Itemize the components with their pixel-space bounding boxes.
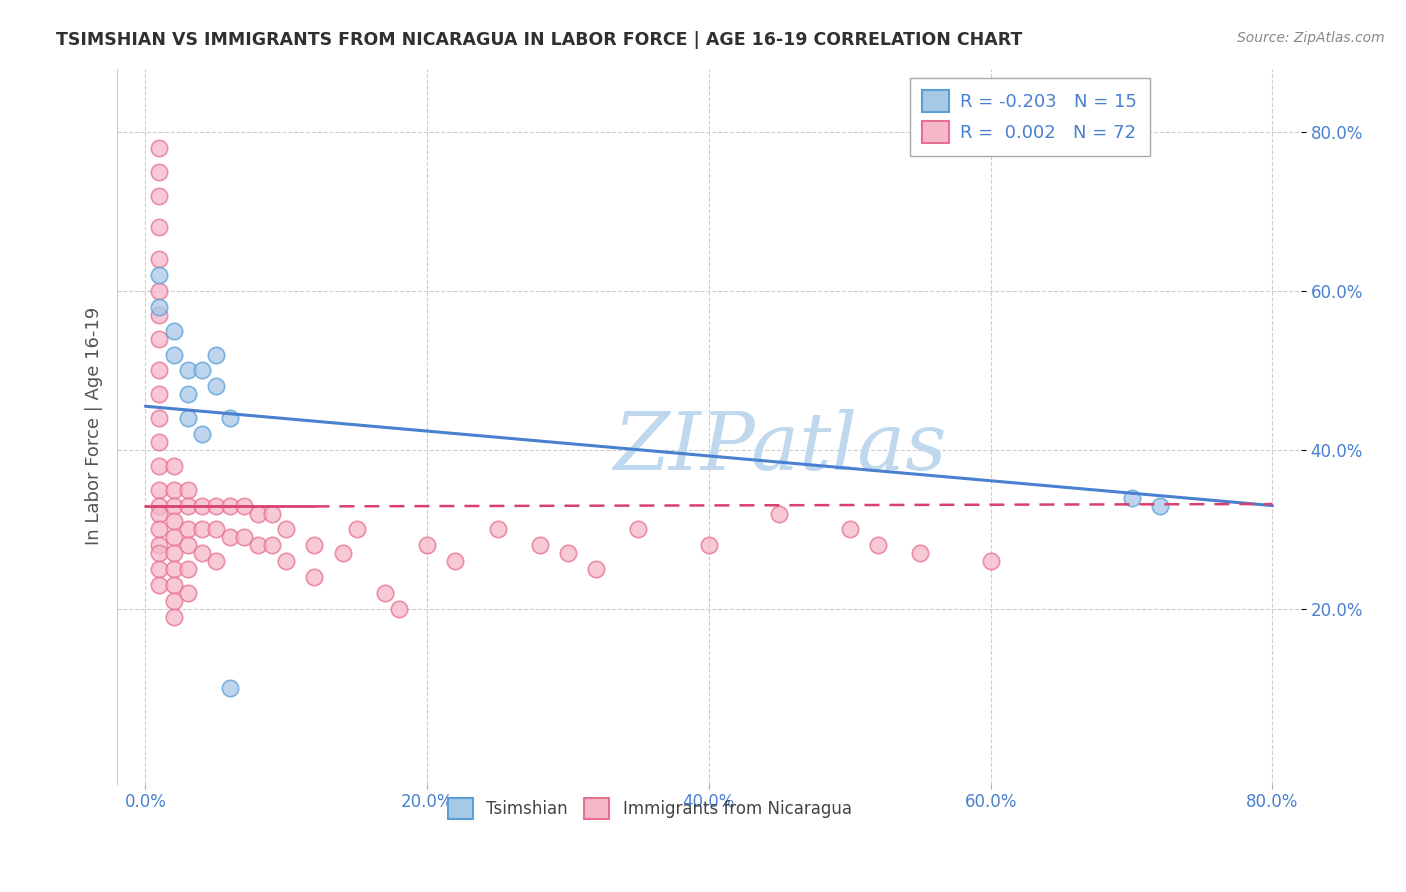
Text: ZIPatlas: ZIPatlas (613, 409, 946, 486)
Point (162, 578, 184, 592)
Point (148, 578, 170, 592)
Legend: Tsimshian, Immigrants from Nicaragua: Tsimshian, Immigrants from Nicaragua (441, 792, 859, 825)
Point (204, 523, 226, 537)
Point (276, 523, 298, 537)
Point (190, 363, 212, 377)
Point (374, 586, 396, 600)
Point (148, 507, 170, 521)
Point (176, 411, 198, 425)
Point (697, 538, 720, 552)
Point (162, 515, 184, 529)
Point (190, 499, 212, 513)
Point (219, 411, 242, 425)
Point (148, 300, 170, 314)
Point (162, 546, 184, 560)
Point (219, 499, 242, 513)
Point (176, 523, 198, 537)
Point (148, 165, 170, 179)
Point (262, 507, 284, 521)
Point (204, 379, 226, 393)
Point (388, 602, 411, 616)
Point (768, 507, 790, 521)
Point (190, 427, 212, 442)
Point (980, 554, 1002, 568)
Point (162, 348, 184, 362)
Point (219, 530, 242, 544)
Point (148, 332, 170, 346)
Point (204, 554, 226, 568)
Point (162, 483, 184, 497)
Point (148, 308, 170, 322)
Point (233, 499, 256, 513)
Point (1149, 499, 1171, 513)
Point (219, 681, 242, 696)
Point (162, 499, 184, 513)
Point (148, 268, 170, 282)
Point (162, 610, 184, 624)
Point (416, 538, 439, 552)
Point (148, 284, 170, 298)
Point (247, 538, 270, 552)
Point (148, 523, 170, 537)
Point (148, 546, 170, 560)
Point (148, 141, 170, 155)
Point (233, 530, 256, 544)
Point (148, 188, 170, 202)
Point (838, 523, 860, 537)
Point (1121, 491, 1143, 505)
Point (866, 538, 889, 552)
Point (148, 411, 170, 425)
Point (262, 538, 284, 552)
Point (162, 458, 184, 473)
Point (176, 538, 198, 552)
Point (162, 594, 184, 608)
Point (529, 538, 551, 552)
Point (148, 499, 170, 513)
Point (346, 523, 368, 537)
Point (486, 523, 509, 537)
Point (148, 458, 170, 473)
Text: Source: ZipAtlas.com: Source: ZipAtlas.com (1237, 31, 1385, 45)
Point (148, 387, 170, 401)
Point (190, 523, 212, 537)
Point (304, 538, 326, 552)
Point (148, 483, 170, 497)
Point (304, 570, 326, 584)
Point (148, 435, 170, 450)
Point (176, 562, 198, 576)
Point (148, 252, 170, 267)
Point (247, 507, 270, 521)
Point (162, 530, 184, 544)
Point (176, 586, 198, 600)
Point (148, 562, 170, 576)
Point (276, 554, 298, 568)
Point (148, 363, 170, 377)
Point (176, 363, 198, 377)
Point (557, 546, 579, 560)
Point (204, 348, 226, 362)
Point (176, 387, 198, 401)
Point (444, 554, 467, 568)
Text: TSIMSHIAN VS IMMIGRANTS FROM NICARAGUA IN LABOR FORCE | AGE 16-19 CORRELATION CH: TSIMSHIAN VS IMMIGRANTS FROM NICARAGUA I… (56, 31, 1022, 49)
Point (627, 523, 650, 537)
Point (332, 546, 354, 560)
Point (204, 499, 226, 513)
Point (162, 562, 184, 576)
Y-axis label: In Labor Force | Age 16-19: In Labor Force | Age 16-19 (86, 307, 103, 545)
Point (176, 499, 198, 513)
Point (910, 546, 932, 560)
Point (585, 562, 607, 576)
Point (148, 220, 170, 235)
Point (162, 324, 184, 338)
Point (190, 546, 212, 560)
Point (176, 483, 198, 497)
Point (148, 538, 170, 552)
